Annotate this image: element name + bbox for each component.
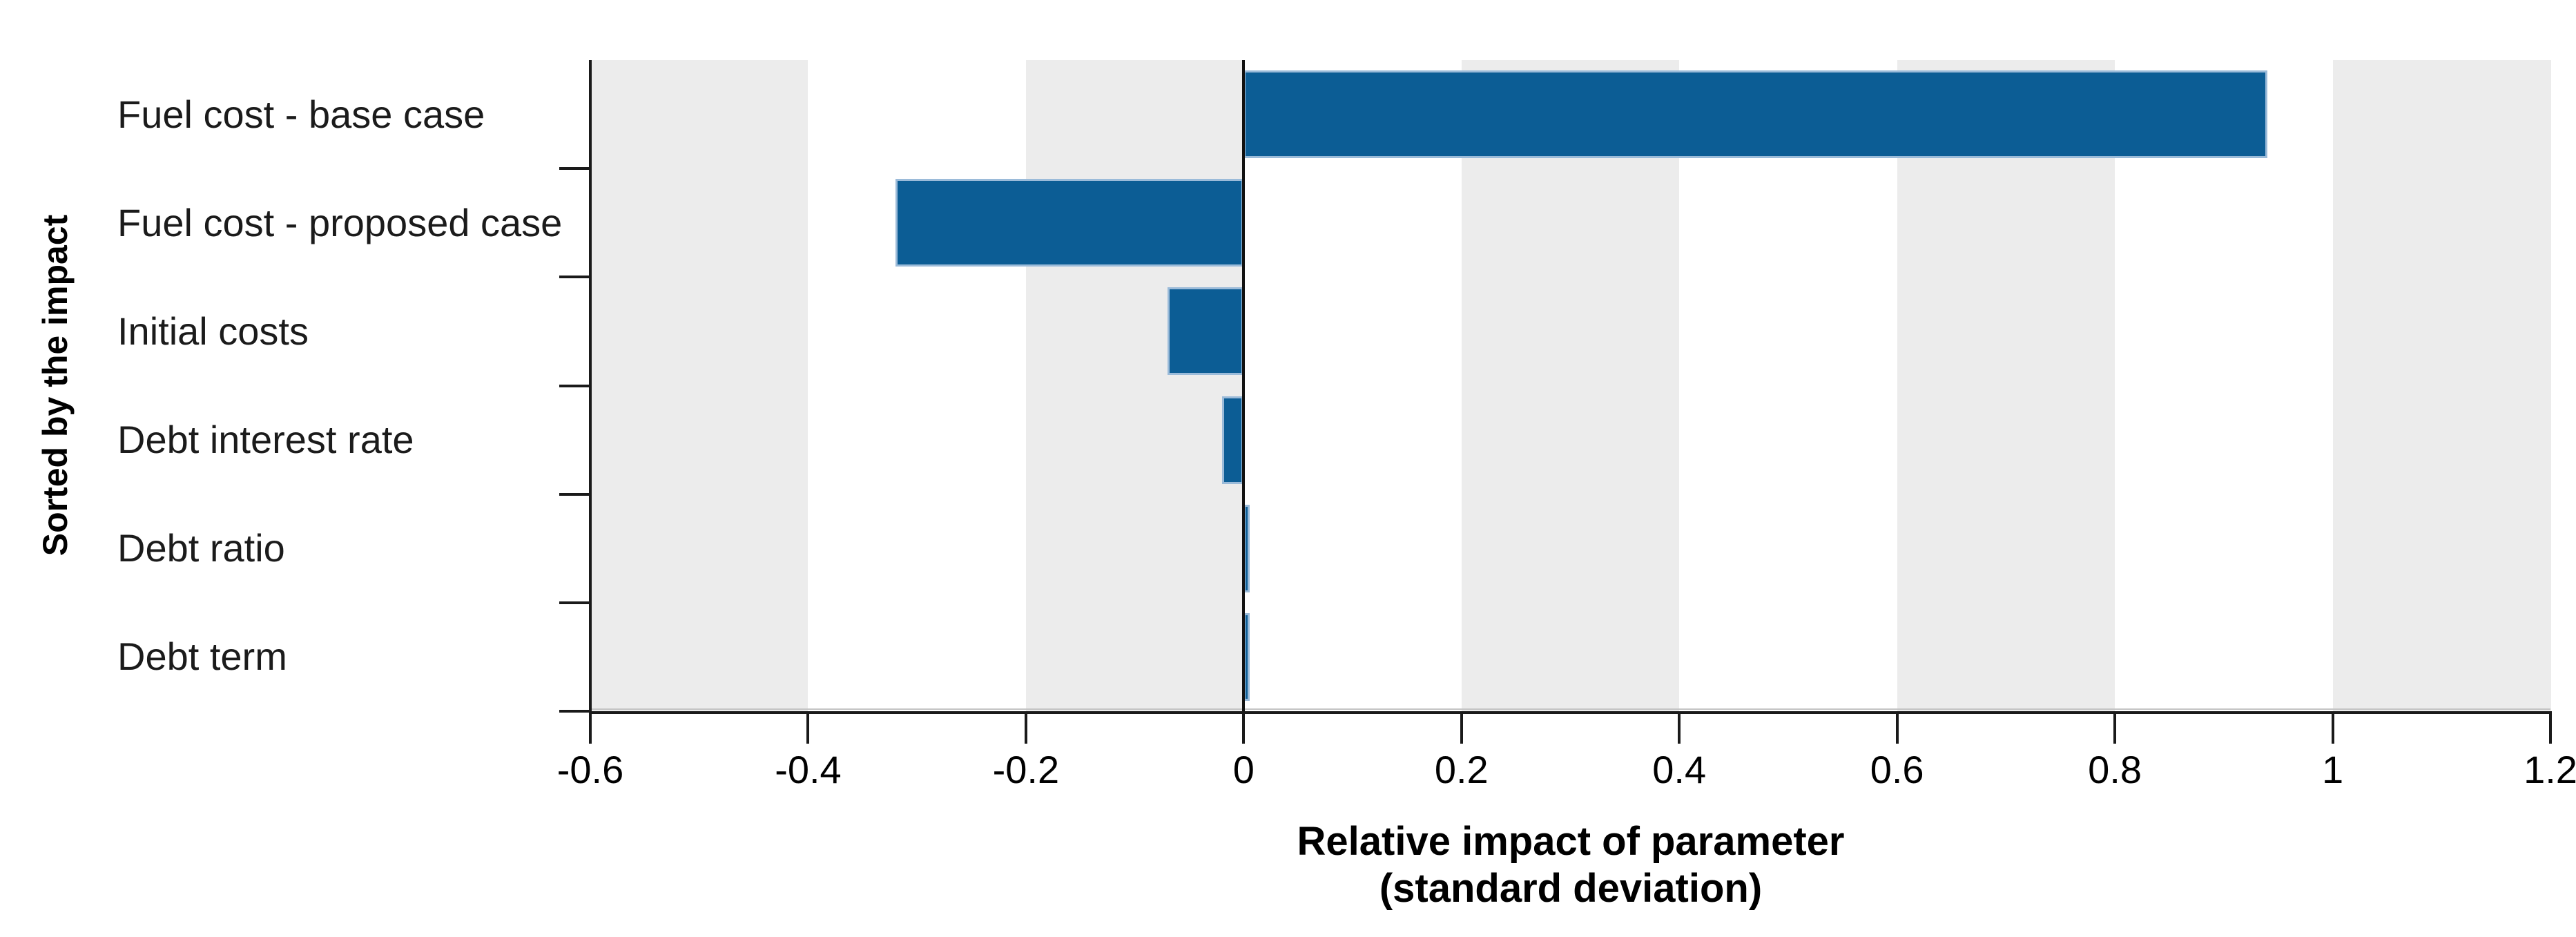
x-tick-label: 0.8: [2088, 748, 2142, 791]
background-band: [2332, 60, 2551, 711]
x-tick: [1242, 711, 1246, 744]
x-tick: [2331, 711, 2334, 744]
x-tick-label: -0.6: [556, 748, 624, 791]
x-tick: [1678, 711, 1681, 744]
band-bottom-edge-line: [590, 708, 2550, 710]
background-band: [808, 60, 1027, 711]
background-band: [1897, 60, 2116, 711]
x-tick: [2549, 711, 2552, 744]
category-label: Fuel cost - base case: [117, 92, 485, 136]
x-axis-title-line1: Relative impact of parameter: [1297, 819, 1845, 864]
x-tick: [589, 711, 592, 744]
category-axis-line: [589, 60, 592, 744]
x-tick-label: 0.2: [1434, 748, 1489, 791]
x-axis-title: Relative impact of parameter (standard d…: [880, 818, 2261, 912]
bar-initial-costs: [1167, 287, 1244, 376]
category-tick: [559, 601, 589, 604]
y-axis-title: Sorted by the impact: [36, 214, 75, 557]
x-tick-label: 0: [1232, 748, 1255, 791]
x-tick: [1024, 711, 1027, 744]
bar-debt-interest-rate: [1221, 396, 1244, 484]
category-label: Debt interest rate: [117, 418, 414, 462]
category-label: Initial costs: [117, 309, 309, 353]
background-band: [1025, 60, 1245, 711]
background-band: [1679, 60, 1898, 711]
category-label: Debt ratio: [117, 526, 285, 570]
x-tick-label: -0.4: [775, 748, 842, 791]
category-tick: [559, 492, 589, 496]
zero-baseline: [1242, 60, 1246, 711]
background-band: [1243, 60, 1462, 711]
x-axis-title-line2: (standard deviation): [1379, 866, 1763, 911]
x-tick-label: -0.2: [992, 748, 1060, 791]
x-tick: [806, 711, 810, 744]
x-tick: [1895, 711, 1899, 744]
x-tick: [1460, 711, 1463, 744]
category-label: Debt term: [117, 635, 287, 679]
category-tick: [559, 276, 589, 279]
x-tick-label: 1: [2321, 748, 2344, 791]
bar-fuel-cost-base-case: [1243, 70, 2267, 159]
background-band: [2115, 60, 2334, 711]
x-tick-label: 0.6: [1870, 748, 1924, 791]
background-band: [590, 60, 809, 711]
x-axis-line: [590, 711, 2550, 714]
x-tick-label: 1.2: [2524, 748, 2576, 791]
category-label: Fuel cost - proposed case: [117, 200, 563, 244]
background-band: [1461, 60, 1681, 711]
x-tick: [2113, 711, 2117, 744]
category-tick: [559, 384, 589, 387]
x-tick-label: 0.4: [1652, 748, 1707, 791]
bar-fuel-cost-proposed-case: [895, 179, 1244, 267]
category-tick: [559, 167, 589, 171]
category-tick: [559, 710, 589, 713]
